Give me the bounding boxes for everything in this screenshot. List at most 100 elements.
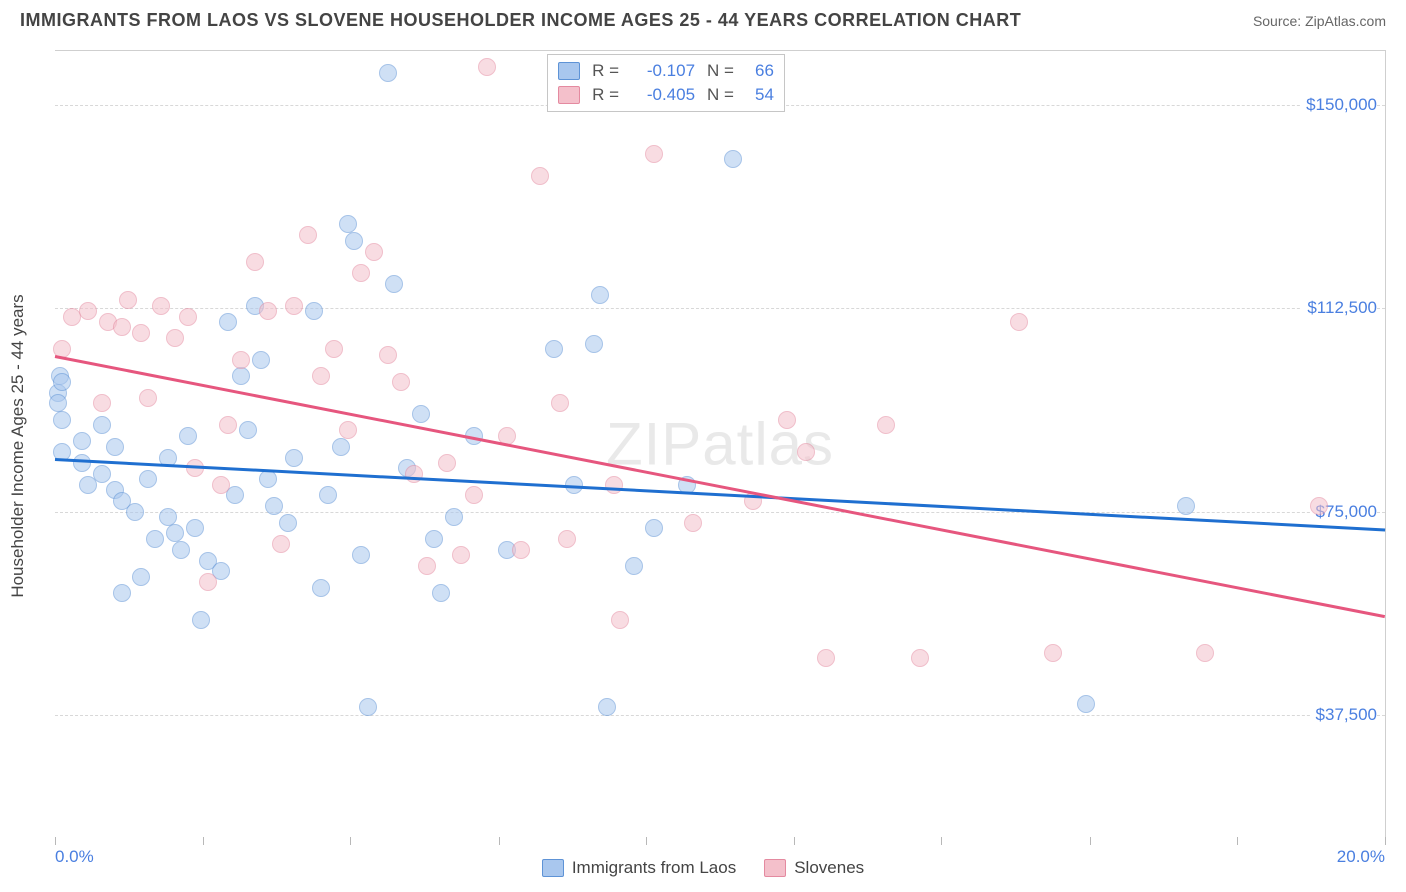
y-tick-label: $150,000	[1300, 95, 1377, 115]
y-axis-label: Householder Income Ages 25 - 44 years	[8, 294, 28, 597]
point-slovene	[79, 302, 97, 320]
watermark: ZIPatlas	[606, 410, 834, 479]
x-tick	[1385, 837, 1386, 845]
point-laos	[379, 64, 397, 82]
trend-line-slovene	[55, 355, 1386, 618]
point-slovene	[113, 318, 131, 336]
point-laos	[319, 486, 337, 504]
point-laos	[126, 503, 144, 521]
legend-swatch	[764, 859, 786, 877]
point-laos	[106, 438, 124, 456]
point-laos	[724, 150, 742, 168]
legend-label: Slovenes	[794, 858, 864, 878]
point-laos	[285, 449, 303, 467]
point-slovene	[285, 297, 303, 315]
point-laos	[113, 584, 131, 602]
legend-n-label: N =	[707, 85, 734, 105]
point-laos	[146, 530, 164, 548]
plot-area: ZIPatlas$37,500$75,000$112,500$150,0000.…	[55, 50, 1386, 837]
point-laos	[645, 519, 663, 537]
point-laos	[545, 340, 563, 358]
point-slovene	[232, 351, 250, 369]
point-slovene	[272, 535, 290, 553]
point-laos	[53, 411, 71, 429]
point-laos	[265, 497, 283, 515]
point-slovene	[379, 346, 397, 364]
point-slovene	[325, 340, 343, 358]
x-tick	[203, 837, 204, 845]
x-tick	[1090, 837, 1091, 845]
point-slovene	[166, 329, 184, 347]
point-slovene	[179, 308, 197, 326]
point-slovene	[438, 454, 456, 472]
point-laos	[179, 427, 197, 445]
legend-r-label: R =	[592, 61, 619, 81]
point-laos	[445, 508, 463, 526]
point-laos	[305, 302, 323, 320]
point-slovene	[312, 367, 330, 385]
point-laos	[73, 432, 91, 450]
point-slovene	[1044, 644, 1062, 662]
point-laos	[252, 351, 270, 369]
point-laos	[1177, 497, 1195, 515]
legend-n-value: 66	[746, 61, 774, 81]
point-slovene	[797, 443, 815, 461]
point-laos	[412, 405, 430, 423]
y-tick-label: $37,500	[1310, 705, 1377, 725]
x-tick	[350, 837, 351, 845]
point-slovene	[558, 530, 576, 548]
correlation-legend: R =-0.107N =66R =-0.405N =54	[547, 54, 785, 112]
legend-n-label: N =	[707, 61, 734, 81]
point-slovene	[684, 514, 702, 532]
point-slovene	[478, 58, 496, 76]
point-slovene	[392, 373, 410, 391]
point-slovene	[212, 476, 230, 494]
chart-title: IMMIGRANTS FROM LAOS VS SLOVENE HOUSEHOL…	[20, 10, 1021, 31]
x-tick	[646, 837, 647, 845]
point-laos	[219, 313, 237, 331]
point-laos	[259, 470, 277, 488]
point-laos	[359, 698, 377, 716]
legend-bottom: Immigrants from LaosSlovenes	[0, 858, 1406, 878]
point-slovene	[132, 324, 150, 342]
point-laos	[425, 530, 443, 548]
point-slovene	[219, 416, 237, 434]
point-slovene	[93, 394, 111, 412]
legend-r-value: -0.405	[631, 85, 695, 105]
point-laos	[73, 454, 91, 472]
point-laos	[625, 557, 643, 575]
point-laos	[1077, 695, 1095, 713]
point-slovene	[465, 486, 483, 504]
point-laos	[93, 465, 111, 483]
point-slovene	[512, 541, 530, 559]
point-slovene	[611, 611, 629, 629]
legend-r-label: R =	[592, 85, 619, 105]
point-laos	[279, 514, 297, 532]
point-slovene	[199, 573, 217, 591]
x-tick	[941, 837, 942, 845]
point-slovene	[911, 649, 929, 667]
point-laos	[186, 519, 204, 537]
point-slovene	[531, 167, 549, 185]
legend-swatch	[542, 859, 564, 877]
x-tick	[1237, 837, 1238, 845]
point-slovene	[299, 226, 317, 244]
point-laos	[332, 438, 350, 456]
point-slovene	[246, 253, 264, 271]
point-laos	[49, 394, 67, 412]
point-laos	[585, 335, 603, 353]
point-slovene	[365, 243, 383, 261]
point-laos	[172, 541, 190, 559]
point-laos	[432, 584, 450, 602]
point-slovene	[1010, 313, 1028, 331]
point-slovene	[259, 302, 277, 320]
x-tick	[499, 837, 500, 845]
legend-item: Slovenes	[764, 858, 864, 878]
point-laos	[352, 546, 370, 564]
point-laos	[598, 698, 616, 716]
point-slovene	[877, 416, 895, 434]
point-laos	[385, 275, 403, 293]
point-slovene	[1310, 497, 1328, 515]
point-laos	[192, 611, 210, 629]
point-laos	[93, 416, 111, 434]
